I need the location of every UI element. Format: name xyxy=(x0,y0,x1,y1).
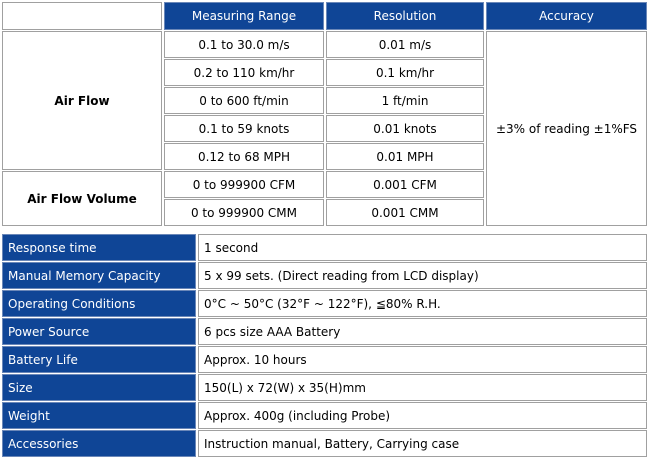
measuring-range: 0 to 999900 CFM xyxy=(164,171,324,198)
measuring-range: 0.2 to 110 km/hr xyxy=(164,59,324,86)
column-header: Resolution xyxy=(326,2,484,30)
column-header: Measuring Range xyxy=(164,2,324,30)
measuring-range: 0 to 600 ft/min xyxy=(164,87,324,114)
resolution: 0.01 MPH xyxy=(326,143,484,170)
group-label: Air Flow Volume xyxy=(2,171,162,226)
accuracy: ±3% of reading ±1%FS xyxy=(486,31,647,226)
spec-label: Response time xyxy=(2,234,196,261)
spec-value: 0°C ~ 50°C (32°F ~ 122°F), ≦80% R.H. xyxy=(198,290,647,317)
spec-label: Operating Conditions xyxy=(2,290,196,317)
resolution: 1 ft/min xyxy=(326,87,484,114)
spec-value: Approx. 400g (including Probe) xyxy=(198,402,647,429)
spec-label: Manual Memory Capacity xyxy=(2,262,196,289)
spec-value: 6 pcs size AAA Battery xyxy=(198,318,647,345)
spec-value: 5 x 99 sets. (Direct reading from LCD di… xyxy=(198,262,647,289)
spec-label: Battery Life xyxy=(2,346,196,373)
spec-value: 1 second xyxy=(198,234,647,261)
resolution: 0.1 km/hr xyxy=(326,59,484,86)
resolution: 0.01 m/s xyxy=(326,31,484,58)
resolution: 0.01 knots xyxy=(326,115,484,142)
spec-value: 150(L) x 72(W) x 35(H)mm xyxy=(198,374,647,401)
measuring-range: 0.1 to 59 knots xyxy=(164,115,324,142)
spec-label: Size xyxy=(2,374,196,401)
spec-value: Approx. 10 hours xyxy=(198,346,647,373)
spec-value: Instruction manual, Battery, Carrying ca… xyxy=(198,430,647,457)
measuring-range: 0.12 to 68 MPH xyxy=(164,143,324,170)
spec-label: Accessories xyxy=(2,430,196,457)
spec-label: Weight xyxy=(2,402,196,429)
measuring-range: 0.1 to 30.0 m/s xyxy=(164,31,324,58)
resolution: 0.001 CFM xyxy=(326,171,484,198)
column-header: Accuracy xyxy=(486,2,647,30)
blank-header xyxy=(2,2,162,30)
group-label: Air Flow xyxy=(2,31,162,170)
resolution: 0.001 CMM xyxy=(326,199,484,226)
spec-label: Power Source xyxy=(2,318,196,345)
measuring-range: 0 to 999900 CMM xyxy=(164,199,324,226)
